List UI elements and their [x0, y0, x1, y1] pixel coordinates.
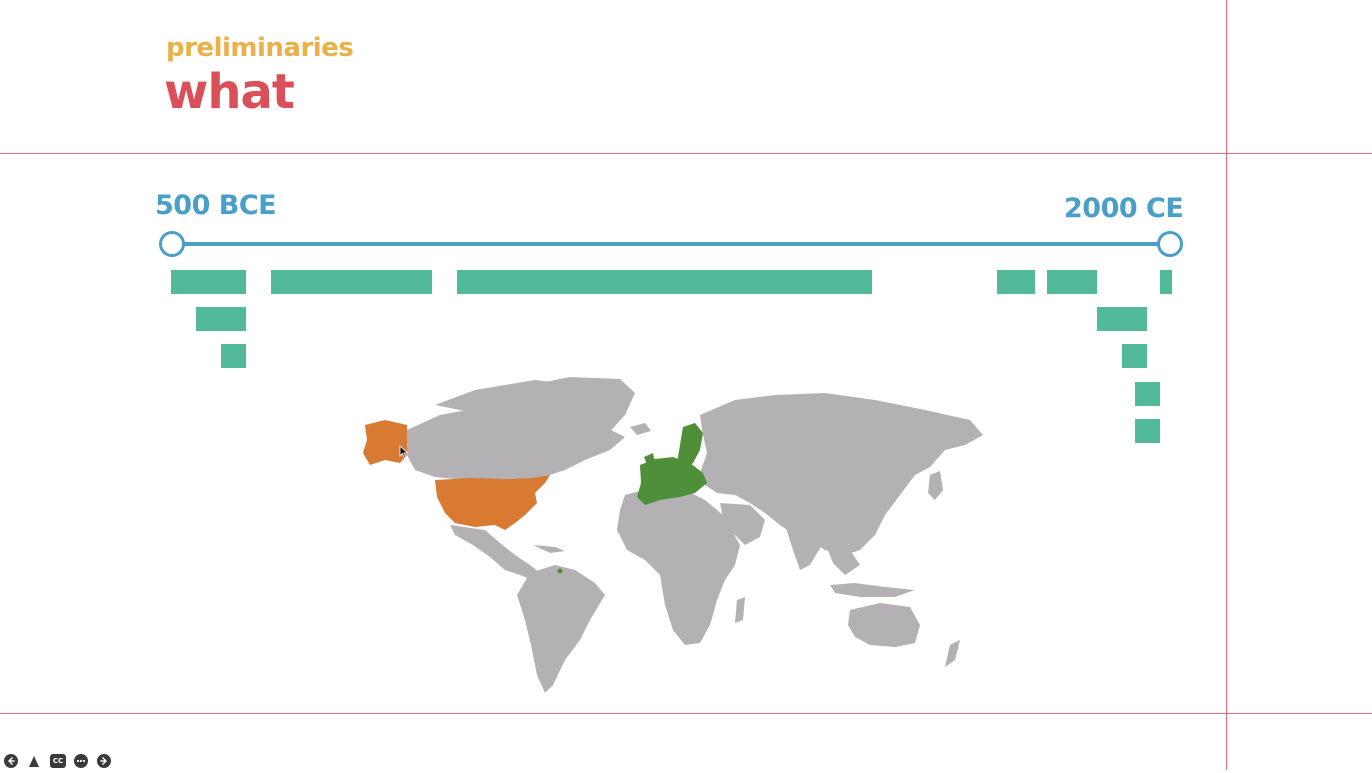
- world-landmass: [407, 377, 983, 693]
- timeline-end-marker: [1157, 231, 1183, 257]
- period-bar: [171, 270, 246, 294]
- period-bar: [1135, 382, 1160, 406]
- period-bar: [271, 270, 432, 294]
- arrow-right-icon[interactable]: [97, 754, 111, 768]
- mouse-cursor-icon: [399, 445, 409, 459]
- guiana-highlight: [557, 568, 563, 574]
- period-bar: [1047, 270, 1097, 294]
- right-guide-line: [1226, 0, 1227, 770]
- timeline-start-label: 500 BCE: [155, 190, 277, 221]
- timeline-axis: [172, 242, 1170, 246]
- period-bar: [1135, 419, 1160, 443]
- period-bar: [1097, 307, 1147, 331]
- world-map: [363, 377, 983, 693]
- period-bar: [997, 270, 1035, 294]
- captions-button[interactable]: CC: [50, 754, 66, 768]
- period-bar: [457, 270, 872, 294]
- bottom-guide-line: [0, 713, 1372, 714]
- slide-title: what: [164, 64, 295, 120]
- europe-highlight: [637, 423, 707, 505]
- pointer-icon[interactable]: [27, 754, 41, 768]
- top-guide-line: [0, 153, 1372, 154]
- period-bar: [1160, 270, 1172, 294]
- period-bar: [196, 307, 246, 331]
- arrow-left-icon[interactable]: [4, 754, 18, 768]
- timeline-end-label: 2000 CE: [1064, 193, 1184, 224]
- timeline-start-marker: [159, 231, 185, 257]
- ellipsis-icon[interactable]: [74, 754, 88, 768]
- captions-label: CC: [52, 757, 64, 765]
- period-bar: [221, 344, 246, 368]
- period-bar: [1122, 344, 1147, 368]
- usa-highlight: [363, 420, 550, 530]
- slide-subtitle: preliminaries: [166, 33, 354, 63]
